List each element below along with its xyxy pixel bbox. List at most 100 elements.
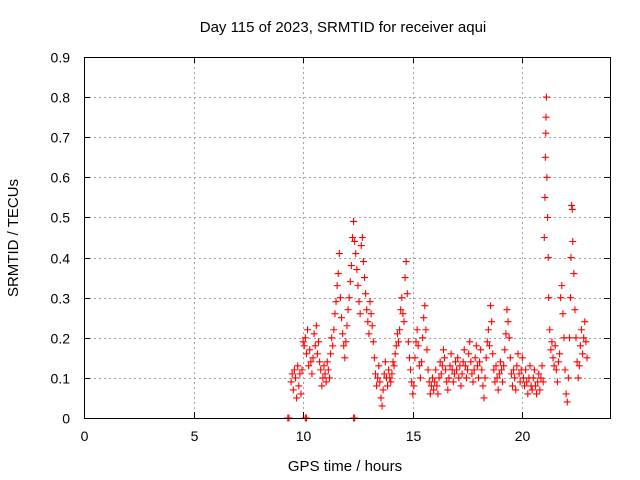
data-point <box>576 342 584 350</box>
data-point <box>404 338 412 346</box>
y-tick-label: 0.2 <box>51 331 71 347</box>
data-point <box>494 386 502 394</box>
data-point <box>556 350 564 358</box>
data-point <box>442 366 450 374</box>
data-point <box>515 370 523 378</box>
data-point <box>290 366 298 374</box>
data-point <box>543 173 551 181</box>
data-point <box>428 374 436 382</box>
data-point <box>423 346 431 354</box>
data-point <box>579 350 587 358</box>
data-point <box>548 338 556 346</box>
data-point <box>370 354 378 362</box>
data-point <box>393 330 401 338</box>
data-point <box>325 374 333 382</box>
data-point <box>396 326 404 334</box>
data-point <box>392 342 400 350</box>
data-point <box>550 362 558 370</box>
data-point <box>472 342 480 350</box>
y-axis-label: SRMTID / TECUs <box>5 179 22 297</box>
data-point <box>380 370 388 378</box>
data-point <box>544 213 552 221</box>
data-point <box>465 350 473 358</box>
data-point <box>542 129 550 137</box>
chart-title: Day 115 of 2023, SRMTID for receiver aqu… <box>200 19 487 36</box>
data-point <box>306 346 314 354</box>
data-point <box>363 306 371 314</box>
data-point <box>426 390 434 398</box>
data-point <box>578 326 586 334</box>
x-tick-label: 5 <box>191 428 199 444</box>
data-point <box>390 362 398 370</box>
data-point <box>447 350 455 358</box>
data-point <box>482 354 490 362</box>
data-point <box>460 346 468 354</box>
data-point <box>545 294 553 302</box>
data-point <box>568 201 576 209</box>
data-point <box>430 386 438 394</box>
data-point <box>340 342 348 350</box>
data-point <box>359 258 367 266</box>
data-point <box>389 358 397 366</box>
data-point <box>491 378 499 386</box>
data-point <box>451 358 459 366</box>
data-point <box>307 358 315 366</box>
data-point <box>322 378 330 386</box>
data-point <box>357 242 365 250</box>
data-point <box>316 358 324 366</box>
data-point <box>523 378 531 386</box>
data-point <box>575 362 583 370</box>
data-point <box>574 374 582 382</box>
data-point <box>351 238 359 246</box>
data-point <box>377 394 385 402</box>
data-point <box>293 394 301 402</box>
plot-frame <box>84 57 611 419</box>
data-point <box>432 366 440 374</box>
data-point <box>487 302 495 310</box>
data-point <box>437 370 445 378</box>
data-point <box>344 306 352 314</box>
data-point <box>529 374 537 382</box>
data-point <box>528 386 536 394</box>
y-tick-label: 0.6 <box>51 170 71 186</box>
data-point <box>355 298 363 306</box>
data-point <box>531 382 539 390</box>
data-point <box>495 370 503 378</box>
data-point <box>567 254 575 262</box>
data-point <box>530 366 538 374</box>
data-point <box>364 318 372 326</box>
data-point <box>464 366 472 374</box>
data-point <box>554 358 562 366</box>
data-point <box>444 386 452 394</box>
data-point <box>318 382 326 390</box>
data-point <box>371 370 379 378</box>
x-tick-label: 15 <box>406 428 422 444</box>
x-tick-label: 20 <box>515 428 531 444</box>
data-point <box>420 314 428 322</box>
data-point <box>522 366 530 374</box>
data-point <box>398 294 406 302</box>
data-point <box>535 370 543 378</box>
data-point <box>358 234 366 241</box>
data-point <box>369 338 377 346</box>
data-point <box>445 374 453 382</box>
data-point <box>373 382 381 390</box>
data-point <box>551 342 559 350</box>
data-point <box>320 362 328 370</box>
data-point <box>415 362 423 370</box>
data-point <box>329 342 337 350</box>
data-point <box>533 390 541 398</box>
data-point <box>583 354 591 362</box>
data-point <box>339 330 347 338</box>
data-point <box>453 366 461 374</box>
data-point <box>559 310 567 318</box>
data-point <box>479 382 487 390</box>
data-point <box>338 314 346 322</box>
y-tick-label: 0.1 <box>51 371 71 387</box>
data-point <box>435 374 443 382</box>
data-point <box>568 205 576 213</box>
data-point <box>410 382 418 390</box>
data-point <box>353 266 361 274</box>
tick-labels: 0 5 10 15 20 0 0.1 0.2 0.3 0.4 0.5 0.6 0.7 0.8 0.9 <box>51 50 531 445</box>
data-point <box>334 270 342 278</box>
